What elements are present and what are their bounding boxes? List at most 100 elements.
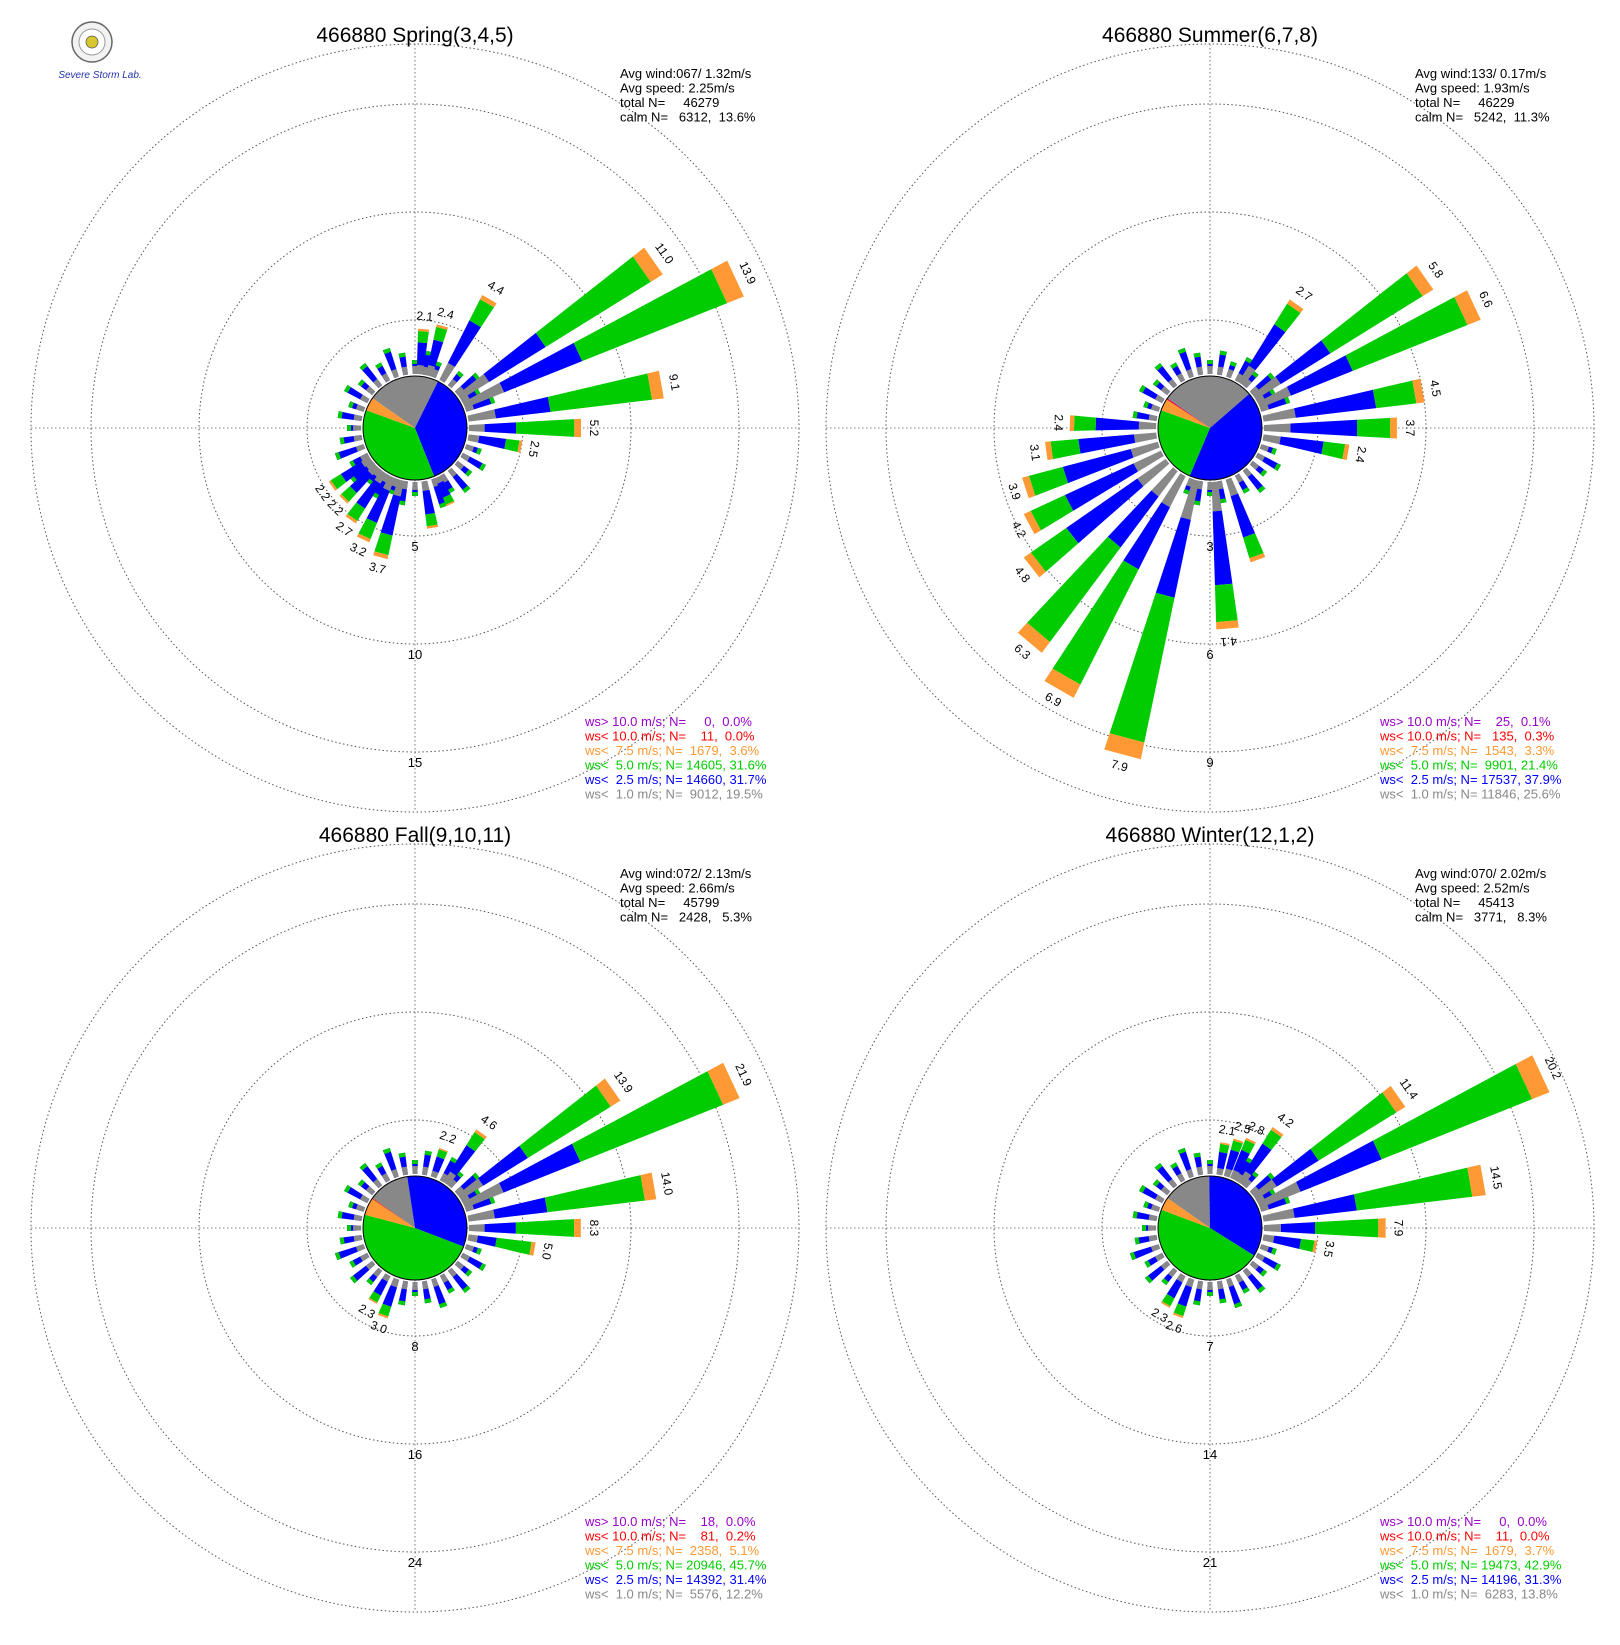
minor-spoke-tip — [382, 1147, 391, 1155]
bar-segment-1 — [1064, 463, 1138, 511]
direction-bar-215 — [345, 470, 387, 524]
bar-segment-0 — [382, 1273, 391, 1282]
minor-spoke-tip — [398, 352, 406, 358]
bar-segment-2 — [572, 1071, 724, 1162]
ring-label-1: 3 — [1206, 539, 1213, 554]
minor-spoke-tip — [1143, 1201, 1150, 1209]
minor-spoke-calm — [353, 414, 363, 421]
direction-bar-210 — [368, 1273, 391, 1304]
bar-segment-2 — [369, 1291, 381, 1303]
bar-segment-2 — [330, 473, 347, 490]
minor-spoke-tip — [1144, 1260, 1151, 1268]
minor-spoke-tip — [412, 360, 418, 365]
stat-line-4: calm N= 5242, 11.3% — [1415, 110, 1550, 125]
bar-label-55: 5.8 — [1425, 259, 1446, 281]
bar-segment-3 — [1454, 290, 1481, 326]
minor-spoke-calm — [454, 1186, 465, 1196]
minor-spoke-tip — [1154, 1162, 1163, 1171]
bar-segment-2 — [1161, 1293, 1175, 1307]
bar-label-252: 3.9 — [1005, 481, 1024, 502]
bar-segment-1 — [1123, 502, 1170, 570]
speed-pie — [362, 375, 468, 481]
minor-spoke-calm — [1249, 1186, 1260, 1196]
minor-spoke-calm — [454, 460, 465, 470]
bar-segment-2 — [433, 326, 448, 343]
pie-outline — [362, 1175, 468, 1281]
bar-segment-2 — [1028, 466, 1069, 496]
direction-bar-80 — [467, 370, 664, 422]
minor-spoke-tip — [488, 1195, 496, 1204]
minor-spoke-calm — [1186, 1168, 1194, 1179]
minor-spoke-calm — [464, 1244, 475, 1252]
bar-segment-1 — [1095, 417, 1140, 431]
direction-bar-195 — [373, 479, 404, 560]
bar-label-220: 6.3 — [1011, 641, 1033, 663]
bar-label-262: 3.1 — [1027, 443, 1043, 462]
minor-spoke-tip — [1234, 1301, 1243, 1309]
minor-spoke-tip — [1260, 1269, 1268, 1277]
minor-spoke-tip — [349, 1260, 356, 1268]
bar-segment-0 — [426, 364, 436, 377]
bar-segment-1 — [437, 480, 451, 498]
minor-spoke-calm — [1234, 473, 1244, 483]
minor-spoke-calm — [439, 1273, 449, 1283]
bar-segment-3 — [345, 513, 358, 524]
minor-spoke-tip — [1260, 469, 1268, 477]
bar-segment-2 — [469, 299, 495, 328]
legend-entry-3: ws< 7.5 m/s; N= 1543, 3.3% — [1379, 743, 1555, 758]
minor-spoke-tip — [339, 1237, 345, 1245]
bar-segment-2 — [515, 1219, 575, 1237]
bar-segment-3 — [339, 494, 349, 504]
minor-spoke-calm — [422, 1166, 429, 1176]
bar-segment-2 — [1315, 1218, 1379, 1238]
minor-spoke-tip — [1129, 1252, 1137, 1261]
legend-entry-2: ws< 10.0 m/s; N= 11, 0.0% — [584, 729, 755, 744]
bar-segment-0 — [1180, 479, 1199, 520]
ring-label-2: 6 — [1206, 647, 1213, 662]
bar-segment-0 — [1238, 1171, 1252, 1186]
bar-segment-0 — [1185, 1277, 1195, 1288]
minor-spoke-tip — [348, 1201, 355, 1209]
stat-line-4: calm N= 3771, 8.3% — [1415, 910, 1547, 925]
bar-segment-0 — [467, 1234, 479, 1243]
bar-segment-3 — [1378, 1218, 1386, 1238]
bar-label-90: 3.7 — [1403, 420, 1417, 437]
bar-label-175: 4.1 — [1219, 634, 1237, 649]
minor-spoke-calm — [373, 378, 383, 389]
direction-bar-210 — [1161, 1273, 1186, 1308]
minor-spoke-calm — [1150, 1204, 1161, 1212]
minor-spoke-calm — [1255, 394, 1265, 404]
legend-entry-6: ws< 1.0 m/s; N= 5576, 12.2% — [584, 1587, 763, 1602]
minor-spoke-tip — [344, 385, 351, 393]
minor-spoke-tip — [1132, 411, 1138, 419]
legend-entry-6: ws< 1.0 m/s; N= 9012, 19.5% — [584, 787, 763, 802]
minor-spoke-tip — [447, 1287, 455, 1294]
direction-bar-90 — [468, 1218, 581, 1238]
bar-label-80: 9.1 — [666, 373, 683, 392]
bar-segment-1 — [483, 332, 546, 383]
bar-segment-1 — [484, 422, 517, 434]
minor-spoke-tip — [334, 452, 342, 461]
legend-entry-5: ws< 2.5 m/s; N= 14196, 31.3% — [1379, 1572, 1562, 1587]
minor-spoke-calm — [1148, 1214, 1158, 1221]
minor-spoke-calm — [365, 460, 376, 470]
pie-slice-2 — [1158, 1209, 1255, 1281]
minor-spoke-calm — [431, 1277, 439, 1288]
minor-spoke-tip — [439, 501, 448, 509]
bar-segment-1 — [428, 339, 444, 367]
minor-spoke-calm — [1155, 394, 1165, 404]
minor-spoke-tip — [359, 1162, 368, 1171]
stat-line-2: Avg speed: 1.93m/s — [1415, 81, 1530, 96]
minor-spoke-calm — [460, 452, 470, 462]
bar-label-18: 2.5 — [1232, 1119, 1253, 1138]
minor-spoke-tip — [1270, 447, 1277, 455]
bar-segment-3 — [1069, 415, 1075, 431]
bar-segment-0 — [1230, 1169, 1240, 1181]
bar-segment-0 — [467, 434, 480, 443]
minor-spoke-tip — [1177, 1147, 1186, 1155]
direction-bar-100 — [467, 434, 523, 453]
pie-outline — [1157, 375, 1263, 481]
ring-label-2: 10 — [408, 647, 422, 662]
minor-spoke-tip — [1207, 360, 1213, 365]
